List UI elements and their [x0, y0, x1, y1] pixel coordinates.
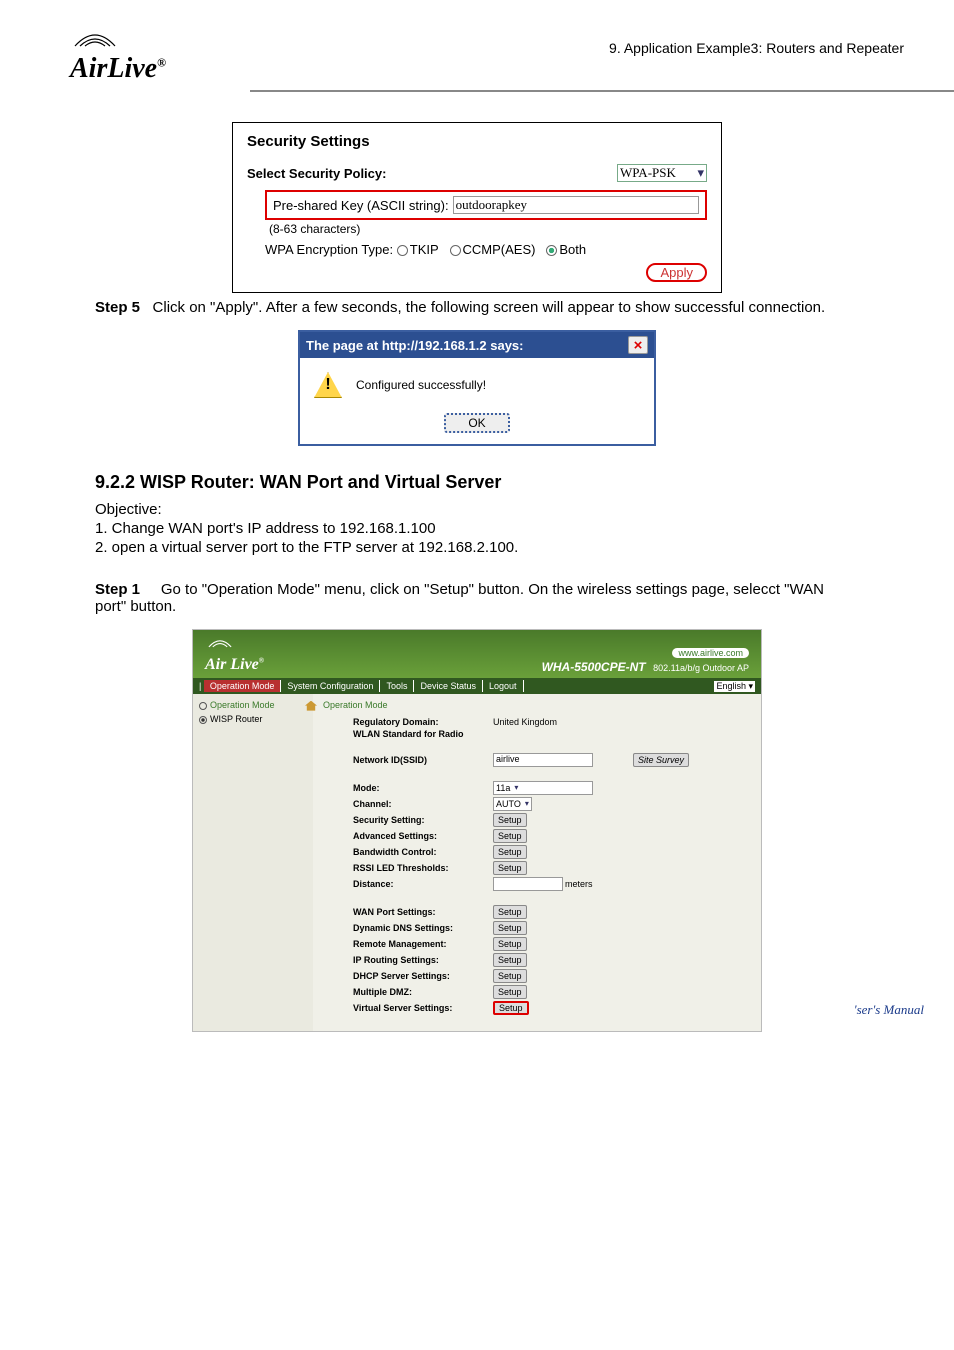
security-setup-button[interactable]: Setup [493, 813, 527, 827]
step1-text: Go to "Operation Mode" menu, click on "S… [95, 581, 824, 615]
step5-label: Step 5 [95, 299, 140, 316]
ddns-label: Dynamic DNS Settings: [353, 923, 493, 933]
rssi-label: RSSI LED Thresholds: [353, 863, 493, 873]
ssid-input[interactable]: airlive [493, 753, 593, 767]
breadcrumb: Operation Mode [323, 700, 388, 710]
side-operation-mode[interactable]: Operation Mode [199, 700, 307, 710]
airlive-logo: AirLive® [70, 30, 230, 85]
step1-label: Step 1 [95, 581, 140, 598]
remote-setup-button[interactable]: Setup [493, 937, 527, 951]
ddns-setup-button[interactable]: Setup [493, 921, 527, 935]
mode-select[interactable]: 11a [493, 781, 593, 795]
dhcp-setup-button[interactable]: Setup [493, 969, 527, 983]
rssi-setup-button[interactable]: Setup [493, 861, 527, 875]
advanced-setup-button[interactable]: Setup [493, 829, 527, 843]
iproute-label: IP Routing Settings: [353, 955, 493, 965]
iproute-setup-button[interactable]: Setup [493, 953, 527, 967]
wlan-std-label: WLAN Standard for Radio [353, 729, 493, 739]
wan-label: WAN Port Settings: [353, 907, 493, 917]
distance-label: Distance: [353, 879, 493, 889]
channel-label: Channel: [353, 799, 493, 809]
nav-device-status[interactable]: Device Status [414, 680, 483, 692]
security-label: Security Setting: [353, 815, 493, 825]
objective-1: 1. Change WAN port's IP address to 192.1… [95, 520, 859, 537]
distance-input[interactable] [493, 877, 563, 891]
advanced-label: Advanced Settings: [353, 831, 493, 841]
psk-hint: (8-63 characters) [269, 222, 707, 236]
bandwidth-setup-button[interactable]: Setup [493, 845, 527, 859]
router-sidebar: Operation Mode WISP Router [193, 694, 313, 1031]
router-url: www.airlive.com [672, 648, 749, 658]
dialog-title: The page at http://192.168.1.2 says: [306, 338, 523, 353]
channel-select[interactable]: AUTO [493, 797, 532, 811]
psk-highlight-box: Pre-shared Key (ASCII string): outdoorap… [265, 190, 707, 220]
encryption-row: WPA Encryption Type: TKIP CCMP(AES) Both [265, 242, 707, 257]
router-logo: Air Live® [205, 638, 264, 674]
mode-label: Mode: [353, 783, 493, 793]
objective-label: Objective: [95, 501, 859, 518]
vserver-label: Virtual Server Settings: [353, 1003, 493, 1013]
apply-button[interactable]: Apply [646, 263, 707, 282]
side-wisp-router[interactable]: WISP Router [199, 714, 307, 724]
security-settings-panel: Security Settings Select Security Policy… [232, 122, 722, 293]
chapter-title: 9. Application Example3: Routers and Rep… [230, 30, 904, 56]
dhcp-label: DHCP Server Settings: [353, 971, 493, 981]
success-dialog: The page at http://192.168.1.2 says: × !… [298, 330, 656, 446]
footer-manual: 'ser's Manual [854, 1002, 924, 1018]
security-settings-title: Security Settings [247, 133, 707, 150]
bandwidth-label: Bandwidth Control: [353, 847, 493, 857]
section-heading: 9.2.2 WISP Router: WAN Port and Virtual … [95, 472, 859, 493]
dmz-setup-button[interactable]: Setup [493, 985, 527, 999]
psk-label: Pre-shared Key (ASCII string): [273, 198, 449, 213]
step5-text: Click on "Apply". After a few seconds, t… [153, 299, 826, 316]
security-policy-select[interactable]: WPA-PSK▾ [617, 164, 707, 182]
psk-input[interactable]: outdoorapkey [453, 196, 699, 214]
router-model: WHA-5500CPE-NT [542, 660, 646, 674]
router-sub: 802.11a/b/g Outdoor AP [653, 663, 749, 673]
site-survey-button[interactable]: Site Survey [633, 753, 689, 767]
objective-2: 2. open a virtual server port to the FTP… [95, 539, 859, 556]
ssid-label: Network ID(SSID) [353, 755, 493, 765]
distance-unit: meters [565, 879, 593, 889]
both-radio[interactable] [546, 245, 557, 256]
vserver-setup-button[interactable]: Setup [493, 1001, 529, 1015]
nav-tools[interactable]: Tools [380, 680, 414, 692]
reg-domain-label: Regulatory Domain: [353, 717, 493, 727]
dialog-ok-button[interactable]: OK [444, 413, 509, 433]
nav-operation-mode[interactable]: Operation Mode [204, 680, 282, 692]
ccmp-radio[interactable] [450, 245, 461, 256]
logo-text: AirLive [70, 53, 157, 84]
remote-label: Remote Management: [353, 939, 493, 949]
router-ui-screenshot: Air Live® www.airlive.com WHA-5500CPE-NT… [192, 629, 762, 1032]
wan-setup-button[interactable]: Setup [493, 905, 527, 919]
nav-system-config[interactable]: System Configuration [281, 680, 380, 692]
select-policy-label: Select Security Policy: [247, 166, 467, 181]
tkip-radio[interactable] [397, 245, 408, 256]
warning-icon: ! [314, 372, 342, 398]
dialog-msg: Configured successfully! [356, 378, 486, 392]
reg-domain-value: United Kingdom [493, 717, 557, 727]
dmz-label: Multiple DMZ: [353, 987, 493, 997]
dialog-close-button[interactable]: × [628, 336, 648, 354]
nav-logout[interactable]: Logout [483, 680, 524, 692]
lang-select[interactable]: English ▾ [714, 681, 755, 692]
router-nav: | Operation Mode System Configuration To… [193, 678, 761, 694]
